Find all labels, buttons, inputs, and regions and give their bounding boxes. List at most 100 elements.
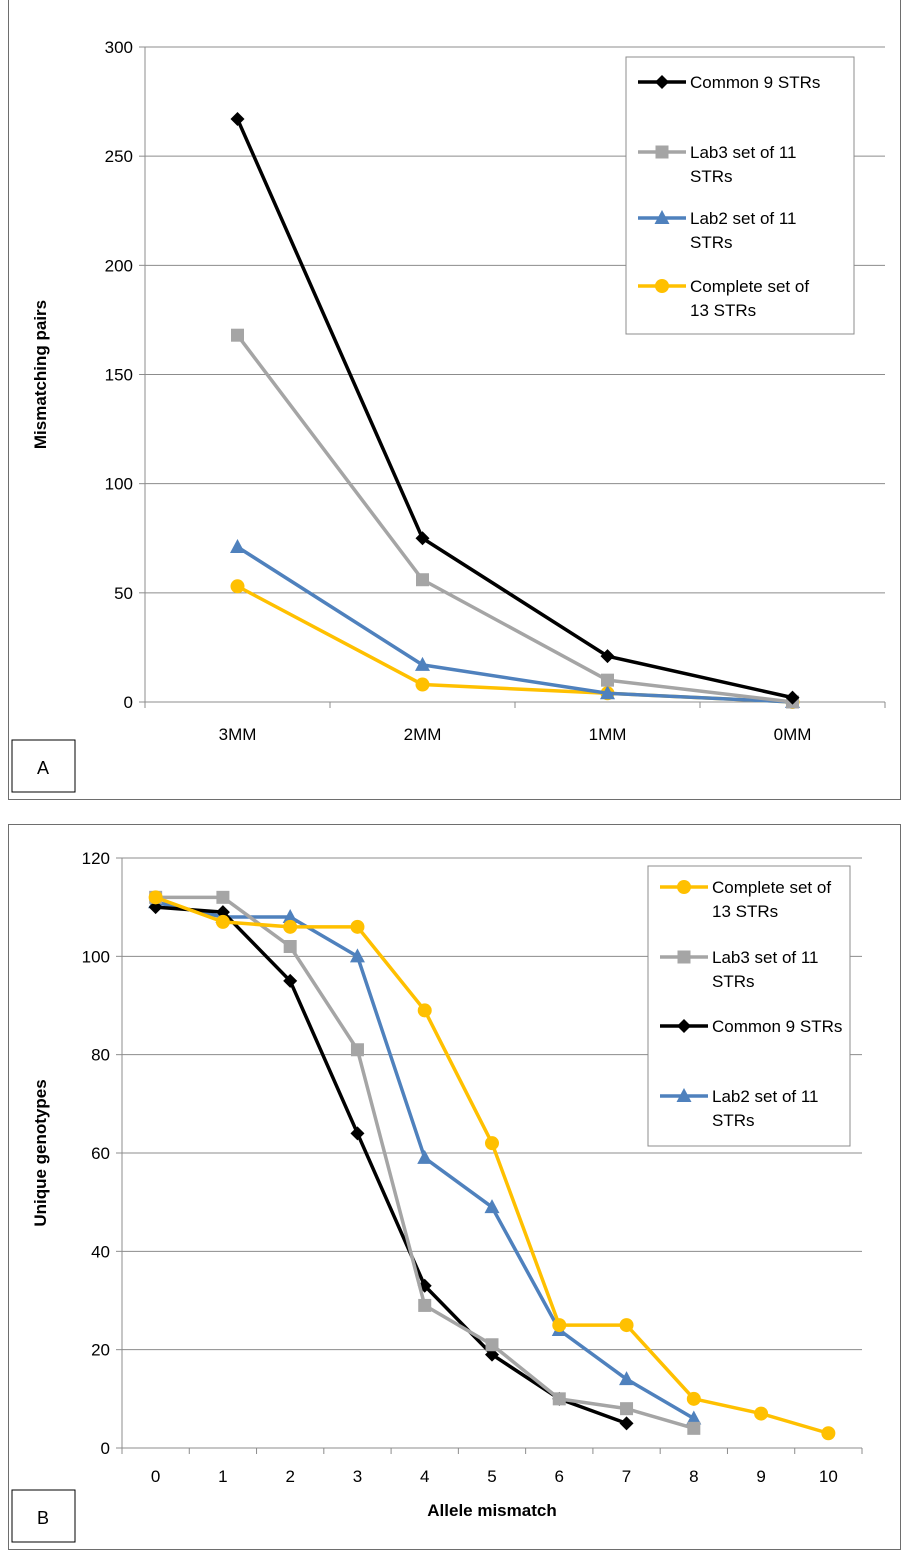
legend-label: Complete set of <box>690 277 809 296</box>
x-tick-label: 8 <box>689 1467 698 1486</box>
legend-swatch-marker <box>654 210 670 224</box>
data-point <box>415 656 430 671</box>
legend-swatch-marker <box>677 880 691 894</box>
chart-b: 0 20 40 60 80 100 120 0 1 2 3 4 5 6 7 8 9 10 Unique genoty… <box>11 849 863 1543</box>
data-point <box>349 948 365 963</box>
x-tick-label: 3 <box>353 1467 362 1486</box>
legend-label: Common 9 STRs <box>690 73 820 92</box>
data-point <box>484 1199 500 1214</box>
legend-label: STRs <box>712 1111 755 1130</box>
x-axis-title: Allele mismatch <box>427 1501 556 1520</box>
data-point <box>619 1416 634 1431</box>
panel-label-box <box>11 739 76 793</box>
legend-swatch-marker <box>677 950 691 964</box>
panel-label-box <box>11 1489 76 1543</box>
data-point <box>215 914 230 929</box>
legend: Common 9 STRs Lab3 set of 11 STRs Lab2 set … <box>625 56 855 335</box>
x-tick-label: 10 <box>819 1467 838 1486</box>
x-tick-label: 9 <box>756 1467 765 1486</box>
x-tick-label: 2MM <box>404 725 442 744</box>
y-tick-label: 100 <box>105 475 133 494</box>
series-lab3-set-of-11-strs <box>149 890 701 1435</box>
data-point <box>485 1136 499 1151</box>
data-point <box>415 531 430 546</box>
data-point <box>687 1421 701 1435</box>
legend-swatch-marker <box>677 1019 691 1033</box>
series-line <box>235 118 793 700</box>
data-point <box>216 890 230 904</box>
data-point <box>417 1003 432 1018</box>
data-point <box>619 1371 635 1386</box>
x-tick-label: 1 <box>218 1467 227 1486</box>
x-tick-label: 2 <box>285 1467 294 1486</box>
data-point <box>754 1406 769 1421</box>
data-point <box>485 1338 499 1352</box>
y-tick-label: 40 <box>91 1242 110 1261</box>
data-point <box>148 890 163 905</box>
series-common-9-strs <box>230 112 800 705</box>
panel-label: A <box>37 758 49 778</box>
legend-label: Lab2 set of 11 <box>712 1087 819 1106</box>
legend-label: STRs <box>712 972 755 991</box>
data-point <box>231 328 244 342</box>
y-axis-title: Unique genotypes <box>31 1079 50 1226</box>
data-point <box>283 973 298 988</box>
legend-label: STRs <box>690 167 733 186</box>
chart-a: 0 50 100 150 200 250 300 3MM 2MM 1MM 0MM Mismatchin… <box>11 38 886 793</box>
y-tick-label: 250 <box>105 147 133 166</box>
data-point <box>283 940 297 953</box>
legend-label: 13 STRs <box>712 902 778 921</box>
y-tick-label: 60 <box>91 1144 110 1163</box>
legend-label: Lab2 set of 11 <box>690 209 797 228</box>
data-point <box>600 685 615 700</box>
data-point <box>215 905 230 920</box>
data-point <box>416 573 429 587</box>
legend-label: Lab3 set of 11 <box>712 948 819 967</box>
data-point <box>230 538 245 553</box>
panel-label: B <box>37 1508 49 1528</box>
series-line <box>236 545 793 704</box>
data-point <box>619 1318 634 1333</box>
data-point <box>552 1318 567 1333</box>
data-point <box>686 1410 702 1425</box>
data-point <box>283 919 298 934</box>
x-tick-label: 7 <box>622 1467 631 1486</box>
legend-label: 13 STRs <box>690 301 756 320</box>
y-tick-label: 200 <box>105 256 133 275</box>
legend-label: STRs <box>690 233 733 252</box>
data-point <box>350 1043 364 1057</box>
series-common-9-strs <box>148 900 634 1431</box>
data-point <box>620 1402 634 1416</box>
y-tick-label: 80 <box>91 1046 110 1065</box>
legend: Complete set of 13 STRs Lab3 set of 11 STRs… <box>647 865 851 1147</box>
data-point <box>686 1391 701 1406</box>
data-point <box>785 690 800 705</box>
data-point <box>230 112 245 127</box>
series-complete-set-of-13-strs <box>148 890 836 1441</box>
data-point <box>350 1126 365 1141</box>
legend-swatch-marker <box>676 1088 692 1102</box>
data-point <box>350 919 365 934</box>
x-tick-label: 3MM <box>219 725 257 744</box>
data-point <box>821 1426 836 1441</box>
legend-label: Common 9 STRs <box>712 1017 842 1036</box>
series-line <box>155 905 628 1426</box>
legend-label: Complete set of <box>712 878 831 897</box>
data-point <box>601 673 614 687</box>
data-point <box>600 649 615 664</box>
legend-label: Lab3 set of 11 <box>690 143 797 162</box>
data-point <box>552 1392 566 1406</box>
series-line <box>236 334 793 704</box>
data-point <box>415 677 430 692</box>
x-tick-label: 1MM <box>589 725 627 744</box>
series-lab3-set-of-11-strs <box>231 328 799 709</box>
x-tick-label: 0 <box>151 1467 160 1486</box>
series-line <box>236 584 793 704</box>
y-tick-label: 0 <box>124 693 133 712</box>
y-tick-label: 50 <box>114 584 133 603</box>
y-tick-label: 300 <box>105 38 133 57</box>
y-tick-label: 120 <box>82 849 110 868</box>
y-tick-label: 0 <box>101 1439 110 1458</box>
data-point <box>417 1149 433 1164</box>
x-tick-label: 4 <box>420 1467 429 1486</box>
